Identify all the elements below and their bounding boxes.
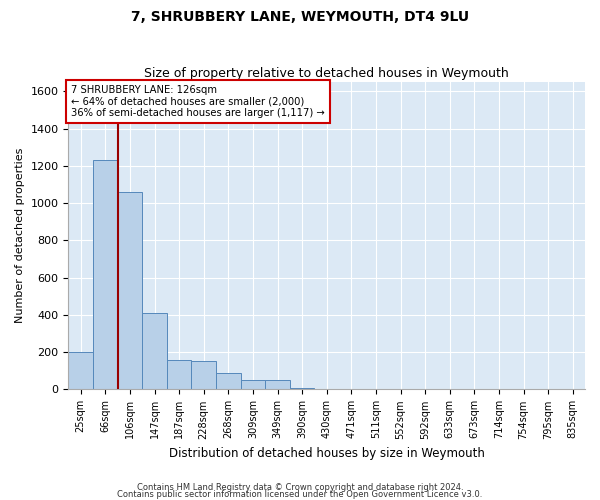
Bar [241,380,265,390]
Bar [265,380,290,390]
Text: Contains HM Land Registry data © Crown copyright and database right 2024.: Contains HM Land Registry data © Crown c… [137,484,463,492]
Bar [118,192,142,390]
Y-axis label: Number of detached properties: Number of detached properties [15,148,25,324]
Bar [142,313,167,390]
Text: 7 SHRUBBERY LANE: 126sqm
← 64% of detached houses are smaller (2,000)
36% of sem: 7 SHRUBBERY LANE: 126sqm ← 64% of detach… [71,85,325,118]
Bar [68,352,93,390]
Title: Size of property relative to detached houses in Weymouth: Size of property relative to detached ho… [145,66,509,80]
Text: 7, SHRUBBERY LANE, WEYMOUTH, DT4 9LU: 7, SHRUBBERY LANE, WEYMOUTH, DT4 9LU [131,10,469,24]
Bar [290,388,314,390]
Bar [167,360,191,390]
Text: Contains public sector information licensed under the Open Government Licence v3: Contains public sector information licen… [118,490,482,499]
Bar [314,388,339,390]
Bar [191,360,216,390]
Bar [93,160,118,390]
X-axis label: Distribution of detached houses by size in Weymouth: Distribution of detached houses by size … [169,447,485,460]
Bar [216,372,241,390]
